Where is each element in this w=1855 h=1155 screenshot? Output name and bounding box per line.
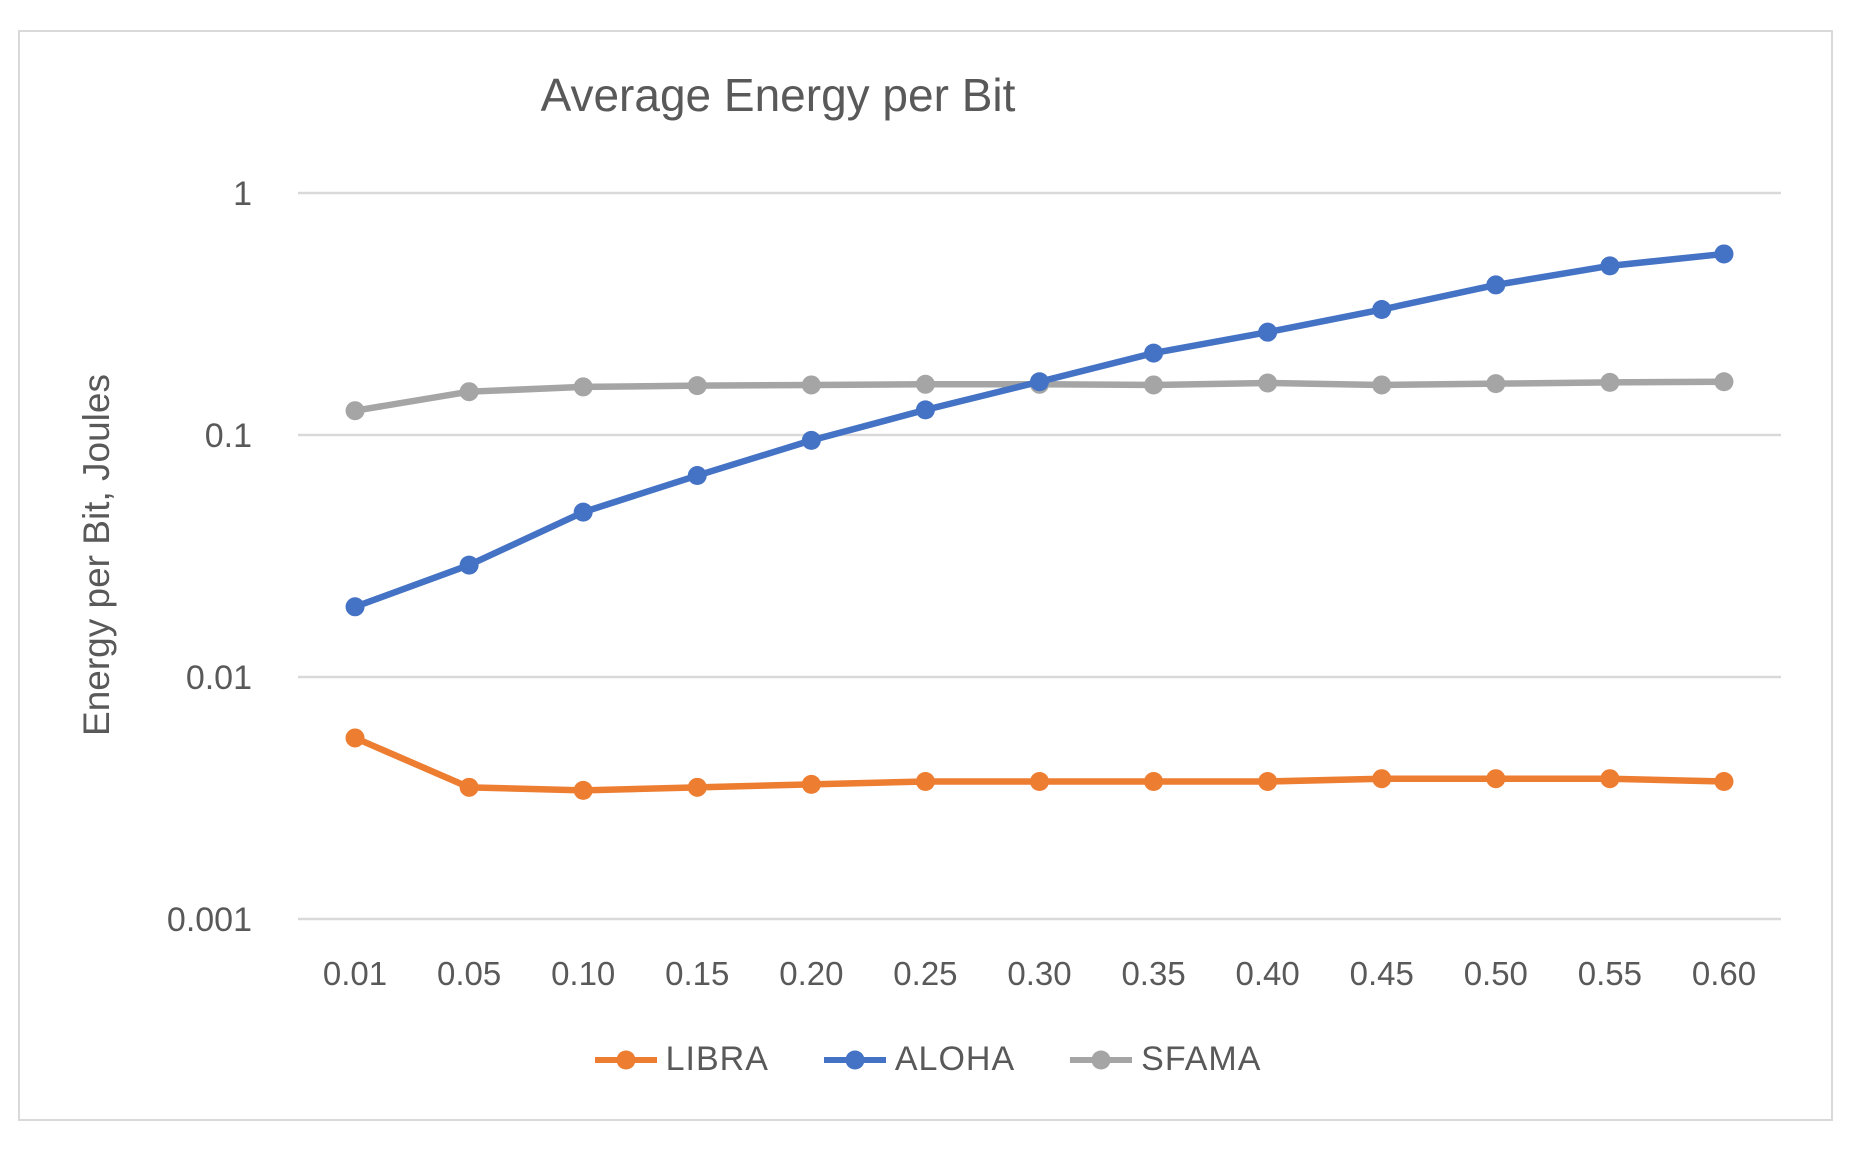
legend-label: SFAMA [1141, 1040, 1262, 1078]
x-tick-label: 0.15 [665, 955, 729, 992]
series-marker-aloha [459, 555, 479, 575]
legend-marker-icon [594, 1050, 657, 1069]
series-marker-sfama [1144, 375, 1164, 395]
x-tick-label: 0.05 [437, 955, 501, 992]
series-marker-libra [345, 728, 365, 748]
chart-title: Average Energy per Bit [540, 69, 1016, 121]
series-marker-sfama [1600, 372, 1620, 392]
series-marker-sfama [1372, 375, 1392, 395]
series-marker-libra [1372, 769, 1392, 789]
y-tick-label: 0.1 [205, 417, 252, 455]
series-marker-libra [915, 771, 935, 791]
x-tick-label: 0.30 [1007, 955, 1071, 992]
legend: LIBRA ALOHA SFAMA [0, 1040, 1855, 1079]
series-marker-sfama [573, 377, 593, 397]
series-marker-aloha [573, 502, 593, 522]
x-tick-label: 0.50 [1464, 955, 1528, 992]
legend-item-libra: LIBRA [594, 1040, 769, 1079]
series-marker-aloha [915, 400, 935, 420]
series-marker-sfama [1486, 374, 1506, 394]
series-marker-sfama [1258, 373, 1278, 393]
series-marker-sfama [1714, 372, 1734, 392]
series-marker-libra [1486, 769, 1506, 789]
legend-item-aloha: ALOHA [823, 1040, 1015, 1079]
series-marker-aloha [1714, 244, 1734, 264]
series-marker-libra [1600, 769, 1620, 789]
series-marker-aloha [687, 466, 707, 486]
x-tick-label: 0.25 [893, 955, 957, 992]
legend-marker-icon [1070, 1050, 1133, 1069]
series-marker-aloha [1600, 256, 1620, 276]
series-line-aloha [351, 250, 1728, 611]
series-marker-aloha [1144, 343, 1164, 363]
series-marker-aloha [345, 597, 365, 617]
x-tick-label: 0.55 [1578, 955, 1642, 992]
series-marker-sfama [345, 401, 365, 421]
series-marker-libra [573, 780, 593, 800]
series-marker-sfama [687, 376, 707, 396]
series-marker-sfama [915, 374, 935, 394]
x-tick-label: 0.45 [1350, 955, 1414, 992]
series-marker-sfama [459, 382, 479, 402]
x-tick-label: 0.60 [1692, 955, 1756, 992]
x-tick-label: 0.01 [323, 955, 387, 992]
x-tick-label: 0.40 [1236, 955, 1300, 992]
series-marker-libra [459, 777, 479, 797]
series-marker-libra [687, 777, 707, 797]
y-tick-label: 0.01 [186, 659, 252, 697]
x-tick-label: 0.10 [551, 955, 615, 992]
series-marker-libra [1030, 771, 1049, 791]
series-marker-libra [801, 774, 821, 794]
legend-label: ALOHA [894, 1040, 1016, 1078]
series-marker-aloha [1372, 300, 1392, 320]
y-tick-label: 0.001 [167, 901, 252, 939]
legend-marker-icon [823, 1050, 886, 1069]
legend-label: LIBRA [665, 1040, 769, 1078]
series-marker-aloha [1030, 372, 1049, 392]
legend-item-sfama: SFAMA [1069, 1040, 1261, 1079]
x-tick-label: 0.20 [779, 955, 843, 992]
series-marker-sfama [801, 375, 821, 395]
series-marker-libra [1714, 771, 1734, 791]
series-marker-aloha [801, 430, 821, 450]
x-tick-label: 0.35 [1121, 955, 1185, 992]
chart-frame [18, 30, 1833, 1121]
series-marker-libra [1144, 771, 1164, 791]
series-marker-aloha [1258, 322, 1278, 342]
series-marker-libra [1258, 771, 1278, 791]
y-tick-label: 1 [233, 175, 252, 213]
series-marker-aloha [1486, 275, 1506, 295]
